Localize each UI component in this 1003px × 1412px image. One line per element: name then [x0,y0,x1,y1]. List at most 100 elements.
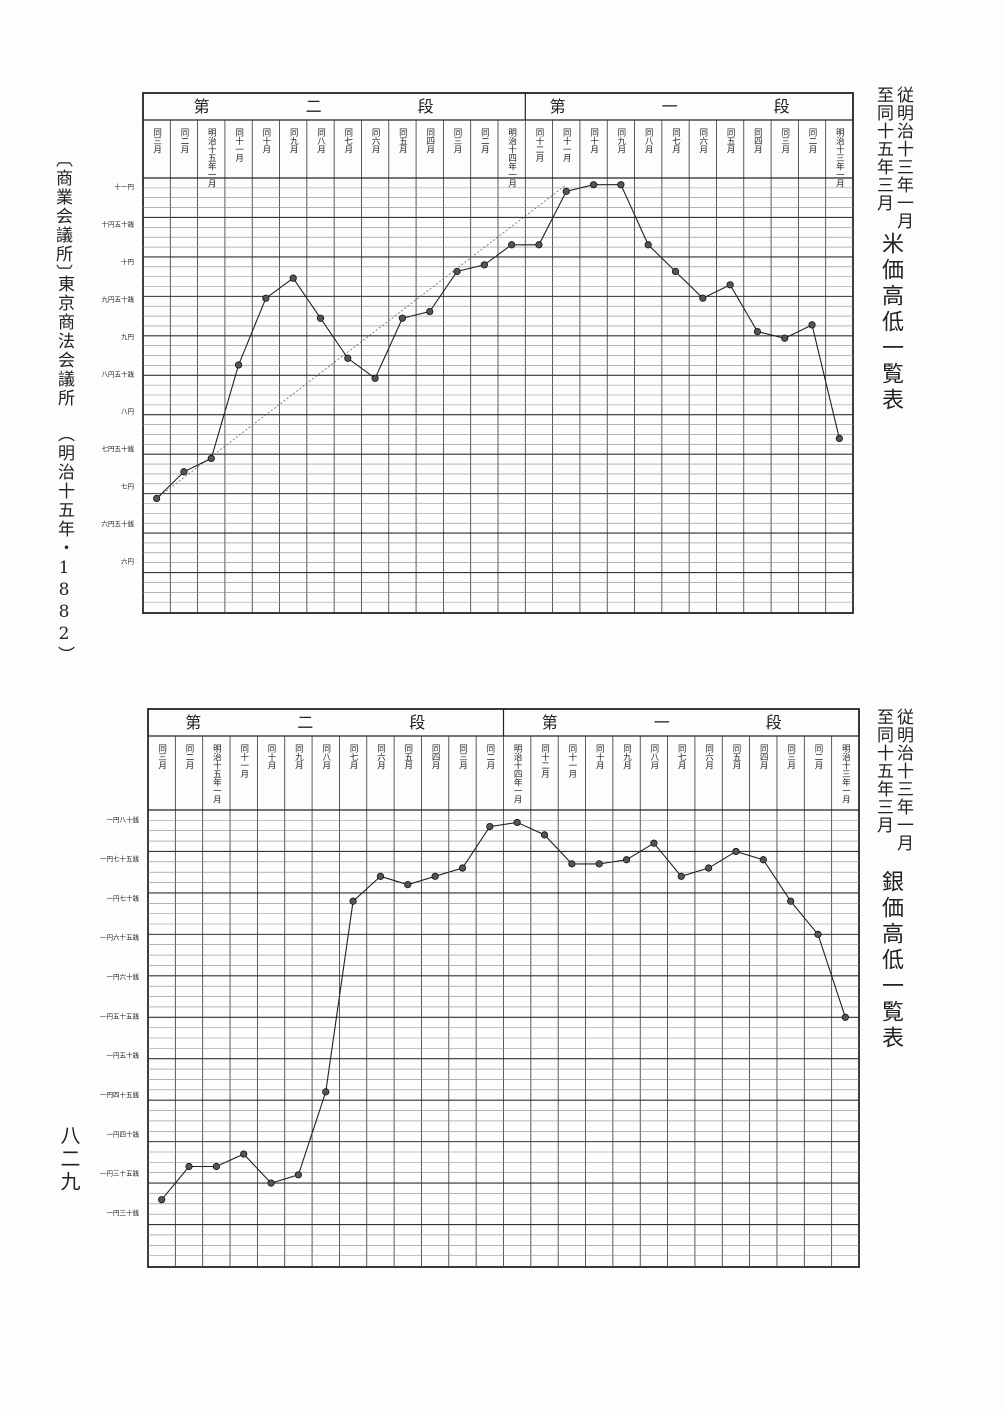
block-label-first: 第 一 段 [542,713,822,732]
data-point [781,334,789,342]
rice-period-lines: 従明治十三年一月 至同十五年三月 [873,86,913,230]
data-point [234,361,243,369]
block-label-first: 第 一 段 [550,97,830,116]
block-label-second: 第 二 段 [194,97,474,116]
data-point [835,434,843,442]
month-header: 同十一月 [239,744,249,779]
data-point [704,864,713,872]
data-point [562,187,570,195]
data-point [759,856,767,864]
month-header: 同四月 [430,744,440,770]
y-tick-label: 一円五十銭 [107,1051,140,1060]
data-point [180,468,188,476]
y-tick-label: 一円五十五銭 [100,1011,140,1020]
month-header: 同二月 [184,744,194,770]
y-tick-label: 十円五十銭 [102,220,135,229]
data-point [644,241,652,249]
month-header: 同二月 [179,128,189,154]
month-header: 同二月 [807,128,817,154]
month-header: 同十一月 [567,744,577,779]
month-header: 同九月 [293,744,303,770]
data-point [431,872,439,880]
data-point [316,314,325,322]
data-point [376,872,385,880]
month-header: 同三月 [457,744,467,770]
data-point [240,1150,248,1158]
month-header: 同三月 [452,128,462,154]
month-header: 同七月 [348,744,358,770]
data-point [398,314,407,322]
side-publisher: 東京商法会議所 [54,275,74,408]
month-header: 同六月 [698,128,708,154]
series-line [156,184,840,499]
data-point [814,930,822,938]
y-tick-label: 七円五十銭 [102,444,135,453]
data-point [289,274,297,282]
month-header: 同十月 [261,128,271,154]
month-header: 同八月 [316,128,326,154]
block-label-second: 第 二 段 [185,713,465,732]
y-tick-label: 一円三十五銭 [100,1169,140,1178]
data-point [185,1162,193,1171]
y-tick-label: 九円 [121,332,134,341]
y-tick-label: 一円四十銭 [107,1129,140,1138]
data-point [404,881,412,889]
data-point [453,267,461,276]
data-point [650,839,658,847]
month-header: 同四月 [752,128,762,154]
y-tick-label: 一円三十銭 [107,1208,140,1217]
y-tick-label: 一円七十五銭 [100,854,140,863]
data-point [153,494,161,503]
month-header: 同九月 [622,744,632,770]
data-point [267,1179,275,1187]
month-header: 明治十三年一月 [834,128,844,188]
month-header: 同八月 [321,744,331,770]
month-header: 明治十三年一月 [840,744,850,804]
y-tick-label: 十円 [121,257,134,266]
y-tick-label: 七円 [121,482,134,491]
month-header: 同十一月 [234,128,244,163]
data-point [595,860,603,868]
month-header: 同九月 [616,128,626,154]
silver-chart-title: 銀価高低一覧表 [878,870,903,1052]
month-header: 同三月 [152,128,162,154]
month-header: 明治十四年一月 [512,744,522,804]
data-point [540,831,549,839]
data-point [622,856,631,864]
data-point [212,1162,220,1171]
y-tick-label: 一円六十銭 [107,972,140,981]
month-header: 同二月 [813,744,823,770]
data-point [617,181,625,189]
month-header: 同十二月 [534,128,544,163]
data-point [726,281,734,289]
month-header: 同十月 [266,744,276,770]
y-tick-label: 一円七十銭 [107,893,140,902]
month-header: 同四月 [425,128,435,154]
month-header: 同五月 [403,744,413,770]
data-point [207,454,215,463]
data-point [480,261,488,269]
data-point [349,897,357,905]
data-point [753,327,762,336]
month-header: 同四月 [758,744,768,770]
month-header: 同九月 [288,128,298,154]
data-point [568,860,576,868]
month-header: 同六月 [375,744,385,770]
data-point [699,294,707,302]
data-point [513,818,521,827]
month-header: 同五月 [731,744,741,770]
data-point [262,294,270,302]
data-point [841,1013,849,1021]
silver-period-lines: 従明治十三年一月 至同十五年三月 [873,708,913,852]
y-tick-label: 一円四十五銭 [100,1090,140,1099]
y-tick-label: 六円五十銭 [102,519,135,528]
month-header: 同六月 [704,744,714,770]
month-header: 同十月 [589,128,599,154]
y-tick-label: 九円五十銭 [102,294,135,303]
page-number: 八二九 [57,1125,81,1194]
side-source: 〔商業会議所〕 [52,150,72,283]
month-header: 同十二月 [540,744,550,779]
data-point [426,307,434,316]
